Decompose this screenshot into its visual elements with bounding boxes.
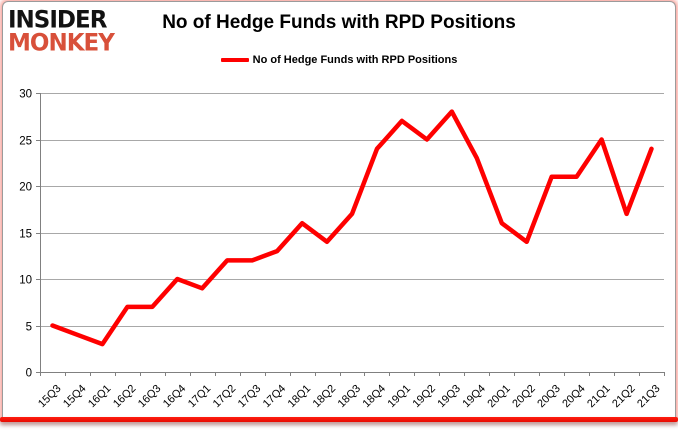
y-axis-label: 20 [19, 182, 32, 194]
y-axis-label: 5 [26, 322, 32, 334]
logo-line-insider: INSIDER [8, 6, 107, 34]
x-axis-label: 16Q4 [161, 383, 189, 411]
y-axis-label: 25 [19, 136, 32, 148]
x-axis-label: 15Q4 [61, 383, 89, 411]
data-line [50, 109, 654, 347]
x-axis-label: 18Q3 [336, 383, 364, 411]
y-axis-label: 30 [19, 89, 32, 101]
y-axis-label: 0 [26, 368, 32, 380]
bottom-red-bar [0, 417, 678, 422]
x-axis-label: 21Q1 [585, 383, 613, 411]
insider-monkey-logo: INSIDER MONKEY [8, 6, 115, 57]
legend-label: No of Hedge Funds with RPD Positions [252, 54, 458, 66]
x-axis-label: 18Q2 [311, 383, 339, 411]
x-axis-label: 17Q4 [261, 383, 289, 411]
y-axis-label: 10 [19, 275, 32, 287]
x-axis-label: 19Q1 [386, 383, 414, 411]
x-axis-label: 20Q3 [535, 383, 563, 411]
x-axis-label: 21Q3 [635, 383, 663, 411]
x-axis-label: 18Q1 [286, 383, 314, 411]
x-axis-label: 19Q4 [460, 383, 488, 411]
legend: No of Hedge Funds with RPD Positions [0, 54, 678, 66]
x-axis-label: 17Q3 [236, 383, 264, 411]
chart-title: No of Hedge Funds with RPD Positions [162, 12, 516, 33]
x-axis-label: 16Q1 [86, 383, 114, 411]
y-axis-label: 15 [19, 229, 32, 241]
x-axis-label: 19Q3 [435, 383, 463, 411]
x-axis-label: 16Q3 [136, 383, 164, 411]
x-axis-label: 21Q2 [610, 383, 638, 411]
x-axis-label: 16Q2 [111, 383, 139, 411]
x-axis-label: 15Q3 [36, 383, 64, 411]
x-axis-label: 17Q2 [211, 383, 239, 411]
x-axis-label: 20Q2 [510, 383, 538, 411]
x-axis-label: 19Q2 [410, 383, 438, 411]
x-axis-label: 18Q4 [361, 383, 389, 411]
chart-card [2, 1, 676, 419]
x-axis-label: 20Q4 [560, 383, 588, 411]
legend-line-marker [220, 58, 249, 62]
x-axis-label: 20Q1 [485, 383, 513, 411]
logo-line-monkey: MONKEY [8, 28, 115, 57]
x-axis-label: 17Q1 [186, 383, 214, 411]
